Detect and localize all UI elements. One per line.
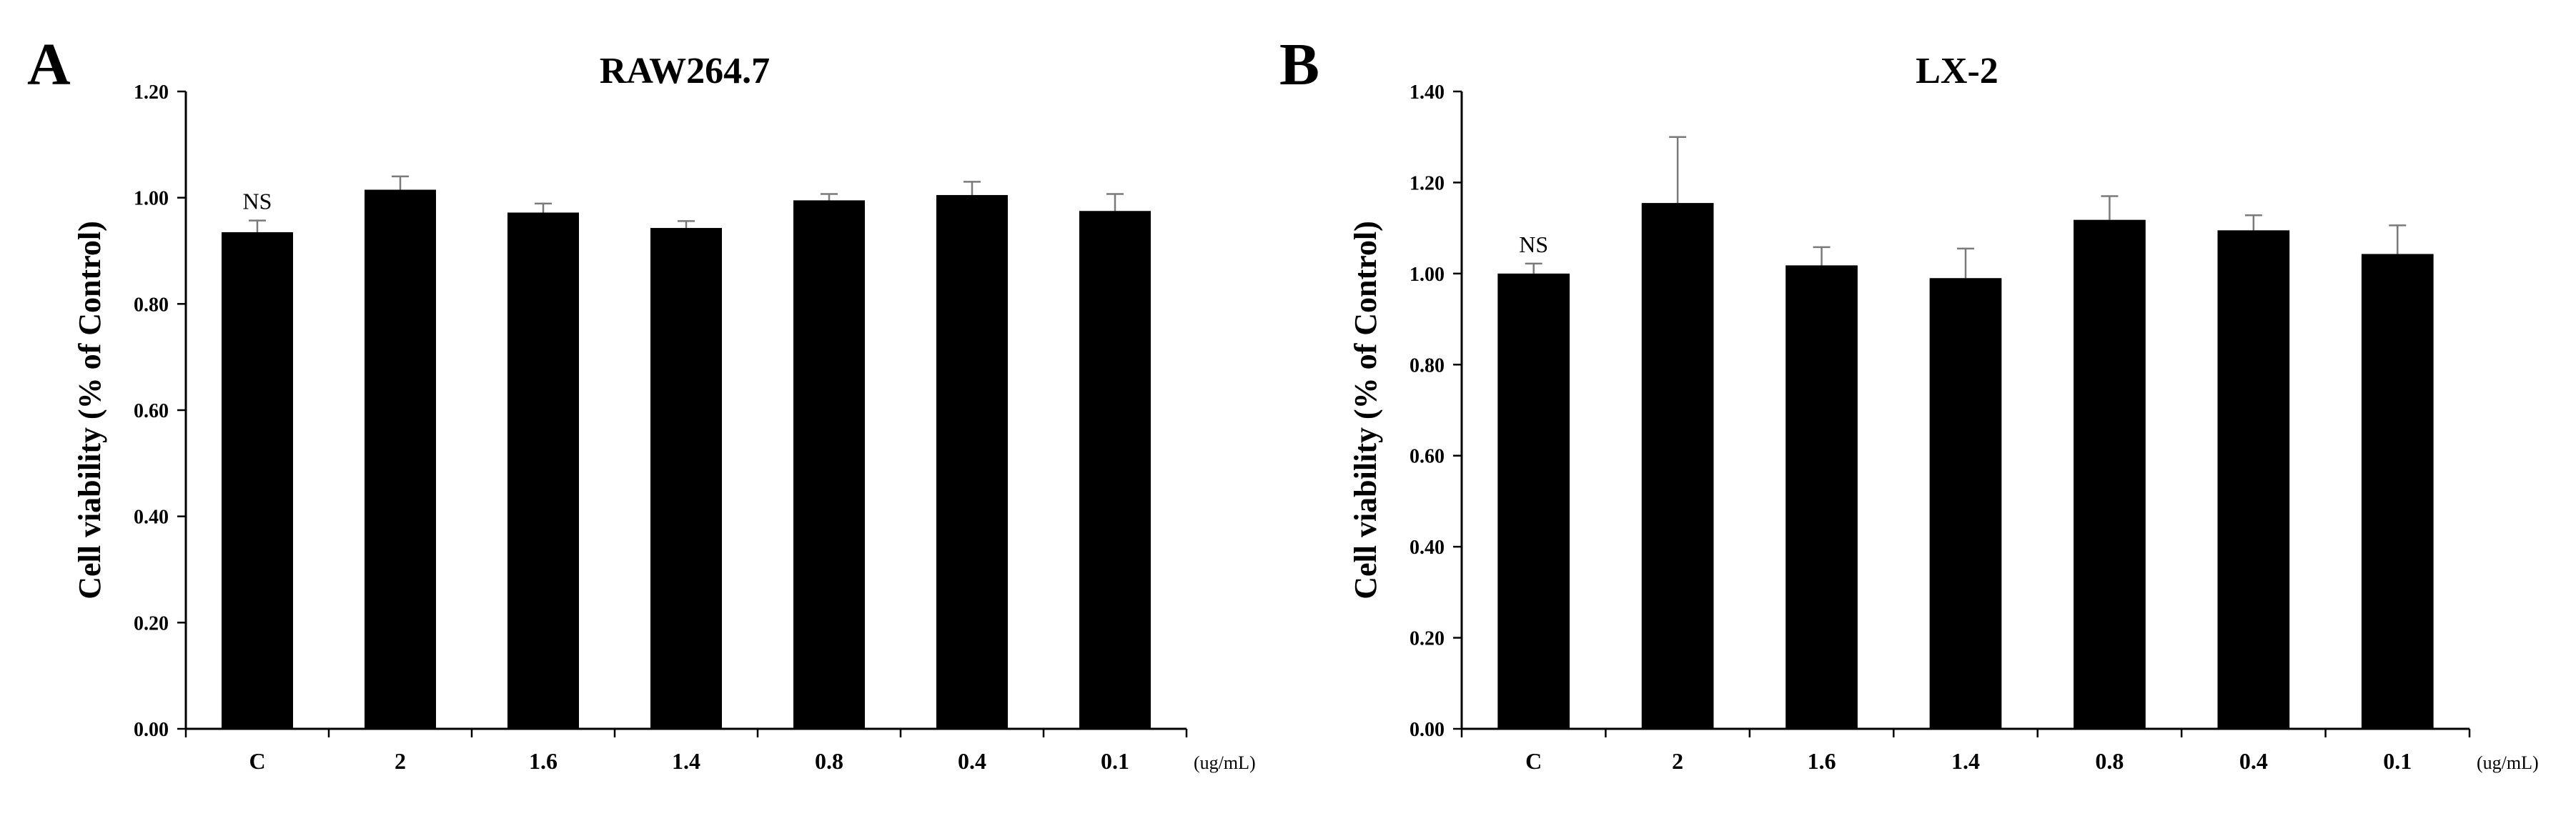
x-tick-label: 1.4 <box>1951 748 1980 774</box>
x-tick-label: 0.1 <box>1101 748 1129 774</box>
x-tick-label: C <box>1525 748 1542 774</box>
y-tick-label: 1.00 <box>1410 264 1445 286</box>
bar <box>2074 219 2146 729</box>
x-unit-label: (ug/mL) <box>1194 752 1256 773</box>
y-tick-label: 1.20 <box>1410 172 1445 194</box>
x-tick-label: 1.4 <box>672 748 700 774</box>
y-tick-label: 1.20 <box>134 81 169 104</box>
y-axis-label: Cell viability (% of Control) <box>72 221 107 599</box>
bar <box>222 232 293 729</box>
y-axis-label: Cell viability (% of Control) <box>1348 221 1383 599</box>
bar <box>365 189 436 729</box>
chart-title: RAW264.7 <box>600 51 770 91</box>
bar <box>1785 265 1858 730</box>
x-tick-label: C <box>249 748 265 774</box>
bar <box>1497 273 1570 729</box>
chart-panel-b: B LX-2 Cell viability (% of Control) 0.00 0.… <box>1279 31 2539 774</box>
bar <box>2361 254 2434 730</box>
y-tick-label: 0.40 <box>1410 537 1445 559</box>
chart-title: LX-2 <box>1916 51 1998 91</box>
ns-annotation: NS <box>243 189 272 214</box>
y-tick-label: 1.40 <box>1410 81 1445 104</box>
x-tick-label: 2 <box>395 748 406 774</box>
ns-annotation: NS <box>1519 232 1548 257</box>
y-tick-label: 0.80 <box>134 294 169 316</box>
bar <box>1079 211 1151 729</box>
y-tick-label: 0.40 <box>134 507 169 529</box>
y-tick-label: 1.00 <box>134 188 169 210</box>
y-tick-label: 0.00 <box>1410 719 1445 741</box>
y-tick-label: 0.00 <box>134 719 169 741</box>
bar <box>650 228 722 730</box>
chart-panel-a: A RAW264.7 Cell viability (% of Control) 0.… <box>27 31 1256 774</box>
bar <box>936 194 1008 729</box>
y-tick-label: 0.20 <box>1410 628 1445 650</box>
x-tick-label: 0.8 <box>815 748 843 774</box>
x-tick-label: 0.4 <box>958 748 986 774</box>
bar <box>793 200 865 730</box>
x-tick-label: 0.8 <box>2095 748 2124 774</box>
bar <box>507 212 579 730</box>
panel-letter: B <box>1279 31 1319 98</box>
y-tick-label: 0.80 <box>1410 354 1445 377</box>
y-tick-label: 0.60 <box>1410 446 1445 468</box>
y-tick-label: 0.60 <box>134 400 169 422</box>
x-tick-label: 1.6 <box>1808 748 1836 774</box>
x-tick-label: 1.6 <box>529 748 558 774</box>
y-tick-label: 0.20 <box>134 612 169 635</box>
x-tick-label: 2 <box>1672 748 1683 774</box>
bar <box>1641 203 1714 730</box>
x-tick-label: 0.4 <box>2239 748 2268 774</box>
x-tick-label: 0.1 <box>2383 748 2412 774</box>
x-unit-label: (ug/mL) <box>2477 752 2539 773</box>
bar <box>2217 230 2290 729</box>
bar <box>1929 278 2002 729</box>
panel-letter: A <box>27 31 71 98</box>
